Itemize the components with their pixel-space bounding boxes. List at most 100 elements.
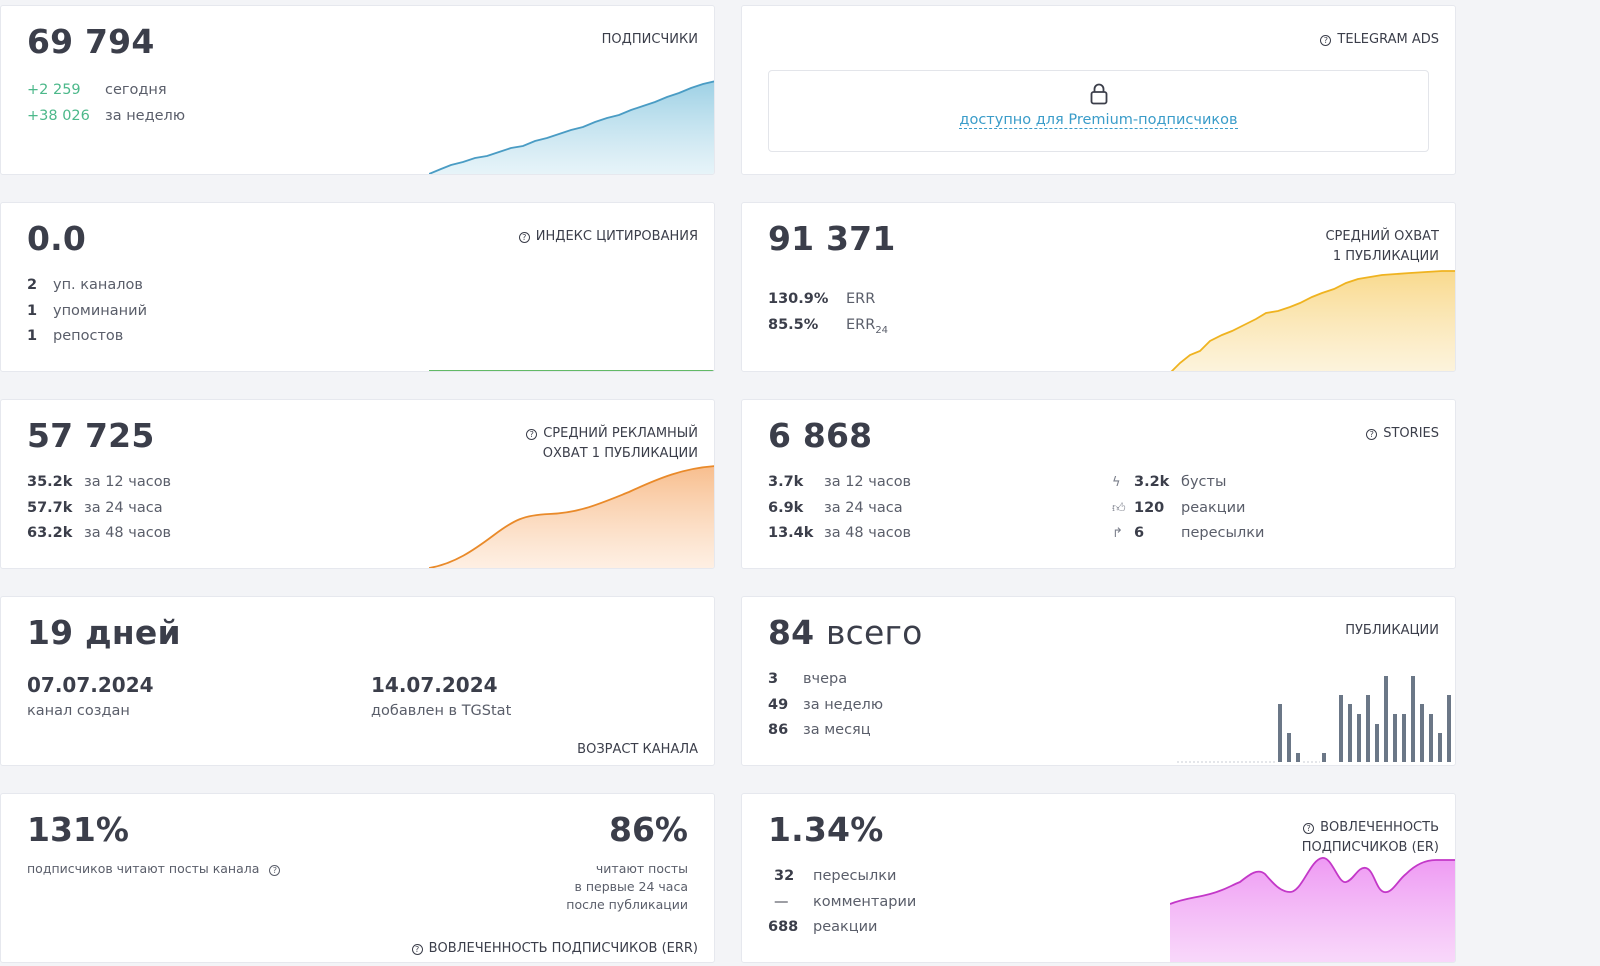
ad-reach-24h-label: за 24 часа — [84, 499, 163, 516]
er-value: 1.34% — [768, 810, 884, 849]
bar — [1375, 724, 1379, 762]
lightning-icon: ϟ — [1112, 475, 1121, 490]
bar — [1402, 714, 1406, 762]
forwards-label: пересылки — [1181, 525, 1265, 541]
forward-arrow-icon: ↱ — [1112, 526, 1123, 541]
mentions-value: 1 — [27, 302, 38, 319]
er-title-line1: ВОВЛЕЧЕННОСТЬ — [1320, 820, 1439, 835]
ad-reach-title-line2: ОХВАТ 1 ПУБЛИКАЦИИ — [542, 446, 698, 461]
stories-stats: 3.7k за 12 часов 6.9k за 24 часа 13.4k за 4… — [768, 470, 911, 547]
publications-card[interactable]: 84 всего ПУБЛИКАЦИИ 3 вчера 49 за неделю 8… — [741, 596, 1456, 766]
er-card[interactable]: 1.34% ? ВОВЛЕЧЕННОСТЬ ПОДПИСЧИКОВ (ER) 32 п… — [741, 793, 1456, 963]
week-value: +38 026 — [27, 107, 90, 124]
er-sparkline — [1170, 857, 1455, 962]
mentioning-channels-label: уп. каналов — [53, 277, 143, 293]
telegram-ads-card[interactable]: ? TELEGRAM ADS доступно для Premium-подпи… — [741, 5, 1456, 175]
publications-value: 84 всего — [768, 613, 922, 652]
avg-reach-title-line2: 1 ПУБЛИКАЦИИ — [1332, 249, 1439, 264]
read-rate-value: 131% — [27, 810, 129, 849]
citation-index-card[interactable]: 0.0 ? ИНДЕКС ЦИТИРОВАНИЯ 2 уп. каналов 1 уп… — [0, 202, 715, 372]
help-icon: ? — [1366, 429, 1378, 440]
channel-age-card[interactable]: 19 дней 07.07.2024 канал создан 14.07.20… — [0, 596, 715, 766]
bar — [1278, 704, 1282, 762]
read-24h-line3: после публикации — [566, 897, 688, 912]
publications-bar-chart — [1177, 676, 1451, 763]
stories-24h-value: 6.9k — [768, 499, 804, 516]
bar — [1447, 695, 1451, 762]
bar — [1322, 753, 1326, 762]
ad-reach-value: 57 725 — [27, 416, 155, 455]
ad-reach-48h-value: 63.2k — [27, 525, 73, 541]
boosts-value: 3.2k — [1134, 474, 1170, 490]
avg-reach-title: СРЕДНИЙ ОХВАТ 1 ПУБЛИКАЦИИ — [1325, 227, 1439, 267]
avg-reach-value: 91 371 — [768, 219, 896, 258]
citation-index-value: 0.0 — [27, 219, 87, 258]
stories-value: 6 868 — [768, 416, 873, 455]
stories-24h-label: за 24 часа — [824, 499, 903, 516]
publications-total: 84 — [768, 613, 815, 652]
bar — [1384, 676, 1388, 762]
err-stats: 130.9% ERR 85.5% ERR24 — [768, 287, 888, 343]
avg-reach-card[interactable]: 91 371 СРЕДНИЙ ОХВАТ 1 ПУБЛИКАЦИИ 130.9% E… — [741, 202, 1456, 372]
subscribers-card[interactable]: 69 794 ПОДПИСЧИКИ +2 259 сегодня +38 026 з… — [0, 5, 715, 175]
err-label: ERR — [846, 291, 876, 307]
err-value: 130.9% — [768, 291, 829, 307]
help-icon: ? — [1320, 35, 1332, 46]
er-reactions-value: 688 — [768, 919, 799, 935]
er-forwards-label: пересылки — [813, 868, 897, 884]
month-posts-value: 86 — [768, 722, 789, 738]
week-posts-label: за неделю — [803, 696, 884, 713]
subscribers-sparkline — [429, 80, 714, 174]
ad-reach-card[interactable]: 57 725 ? СРЕДНИЙ РЕКЛАМНЫЙ ОХВАТ 1 ПУБЛИКА… — [0, 399, 715, 569]
err-footer-text: ВОВЛЕЧЕННОСТЬ ПОДПИСЧИКОВ (ERR) — [428, 941, 698, 956]
subscribers-title: ПОДПИСЧИКИ — [601, 32, 698, 47]
ad-reach-sparkline — [429, 465, 714, 568]
read-24h-label: читают посты в первые 24 часа после публ… — [566, 860, 688, 914]
help-icon: ? — [526, 429, 538, 440]
stories-card[interactable]: 6 868 ? STORIES 3.7k за 12 часов 6.9k за 24… — [741, 399, 1456, 569]
ad-reach-12h-label: за 12 часов — [84, 474, 172, 490]
err-engagement-card[interactable]: 131% подписчиков читают посты канала ? 8… — [0, 793, 715, 963]
read-24h-value: 86% — [609, 810, 688, 849]
forwards-value: 6 — [1134, 525, 1145, 541]
read-24h-line1: читают посты — [595, 861, 688, 876]
ad-reach-24h-value: 57.7k — [27, 499, 73, 516]
telegram-ads-title: ? TELEGRAM ADS — [1320, 30, 1439, 50]
help-icon: ? — [411, 944, 423, 955]
err24-sub: 24 — [875, 324, 889, 336]
ad-reach-title: ? СРЕДНИЙ РЕКЛАМНЫЙ ОХВАТ 1 ПУБЛИКАЦИИ — [526, 424, 698, 464]
stories-48h-value: 13.4k — [768, 525, 814, 541]
reactions-label: реакции — [1181, 499, 1246, 516]
lock-icon — [1090, 83, 1107, 105]
today-label: сегодня — [105, 82, 167, 98]
help-icon[interactable]: ? — [269, 865, 281, 876]
err24-value: 85.5% — [768, 316, 819, 333]
added-label: добавлен в TGStat — [371, 703, 512, 719]
boosts-label: бусты — [1181, 474, 1227, 490]
reactions-value: 120 — [1134, 499, 1165, 516]
bar — [1438, 733, 1442, 762]
er-reactions-label: реакции — [813, 919, 878, 935]
er-title: ? ВОВЛЕЧЕННОСТЬ ПОДПИСЧИКОВ (ER) — [1302, 818, 1439, 858]
stories-title: ? STORIES — [1366, 424, 1439, 444]
err24-label: ERR — [846, 316, 876, 333]
citation-sparkline — [429, 370, 714, 371]
subscribers-count: 69 794 — [27, 22, 155, 61]
read-24h-line2: в первые 24 часа — [574, 879, 689, 894]
ad-reach-title-line1: СРЕДНИЙ РЕКЛАМНЫЙ — [543, 426, 698, 441]
premium-link[interactable]: доступно для Premium-подписчиков — [959, 112, 1238, 129]
bar — [1366, 695, 1370, 762]
avg-reach-title-line1: СРЕДНИЙ ОХВАТ — [1325, 229, 1439, 244]
bar — [1393, 714, 1397, 762]
bar — [1411, 676, 1415, 762]
publications-title: ПУБЛИКАЦИИ — [1345, 623, 1439, 638]
bar — [1296, 753, 1300, 762]
err-footer: ? ВОВЛЕЧЕННОСТЬ ПОДПИСЧИКОВ (ERR) — [411, 941, 698, 956]
telegram-ads-title-text: TELEGRAM ADS — [1337, 32, 1439, 47]
channel-age-value: 19 дней — [27, 613, 181, 652]
thumbs-up-icon: 👍︎ — [1112, 500, 1126, 516]
avg-reach-sparkline — [1170, 270, 1455, 371]
premium-lock-box: доступно для Premium-подписчиков — [768, 70, 1429, 152]
channel-age-title: ВОЗРАСТ КАНАЛА — [577, 742, 698, 757]
mentions-label: упоминаний — [53, 302, 147, 319]
